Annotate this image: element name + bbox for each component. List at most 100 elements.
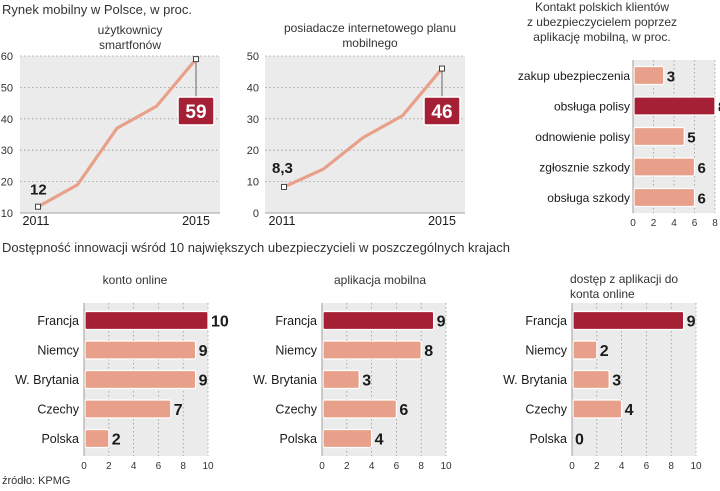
online-value-label: 10: [211, 314, 229, 331]
online-x-tick-label: 10: [202, 461, 214, 472]
internet-title-line-2: mobilnego: [342, 36, 398, 50]
app-chart-title: aplikacja mobilna: [315, 273, 445, 288]
online-value-label: 9: [199, 373, 208, 390]
internet-y-tick-label: 10: [247, 177, 259, 189]
contact-value-label: 8: [718, 99, 720, 116]
online-category-label: Czechy: [37, 403, 79, 417]
app-value-label: 6: [399, 402, 408, 419]
internet-x-tick-label: 2015: [428, 214, 456, 228]
contact-x-tick-label: 8: [712, 218, 718, 229]
access-value-label: 0: [575, 432, 584, 449]
app-bar: [322, 340, 422, 360]
online-x-tick-label: 2: [106, 461, 112, 472]
online-category-label: Francja: [37, 314, 79, 328]
contact-category-label: zakup ubezpieczenia: [518, 69, 630, 83]
online-value-label: 2: [112, 432, 121, 449]
smartphone-x-tick-label: 2011: [23, 214, 50, 228]
access-category-label: Czechy: [525, 403, 567, 417]
access-bar: [572, 310, 685, 331]
app-category-label: Francja: [275, 314, 317, 328]
contact-bar: [633, 96, 716, 116]
internet-series-line: [283, 67, 444, 189]
online-bar: [84, 310, 209, 331]
online-bar: [84, 369, 197, 390]
access-bar: [572, 399, 623, 419]
contact-category-label: obsługa szkody: [547, 191, 630, 205]
smartphone-y-tick-label: 40: [1, 114, 13, 126]
contact-bar: [633, 126, 685, 147]
internet-start-label: 8,3: [272, 160, 293, 177]
contact-title-line-2: z ubezpieczycielem poprzez: [526, 15, 678, 29]
online-x-tick-label: 8: [180, 461, 186, 472]
access-category-label: W. Brytania: [503, 373, 567, 387]
online-chart-title: konto online: [80, 273, 190, 288]
contact-title-line-1: Kontakt polskich klientów: [534, 0, 670, 14]
smartphone-chart-title: użytkownicy smartfonów: [40, 23, 220, 53]
contact-bar: [633, 157, 696, 177]
contact-x-tick-label: 2: [651, 218, 657, 229]
contact-value-label: 5: [687, 130, 695, 147]
contact-value-label: 6: [698, 191, 706, 208]
smartphone-end-label: 59: [185, 102, 206, 123]
contact-value-label: 3: [667, 69, 675, 86]
smartphone-callout-box: [177, 96, 215, 126]
contact-bar: [633, 187, 696, 208]
online-category-label: Polska: [41, 432, 79, 446]
contact-x-tick-label: 4: [671, 218, 677, 229]
online-x-tick-label: 6: [156, 461, 162, 472]
online-bar: [84, 399, 172, 419]
app-value-label: 3: [362, 373, 371, 390]
app-x-tick-label: 10: [440, 461, 452, 472]
online-value-label: 7: [174, 402, 183, 419]
online-x-tick-label: 4: [131, 461, 137, 472]
app-value-label: 8: [424, 343, 433, 360]
access-category-label: Francja: [525, 314, 567, 328]
internet-end-label: 46: [431, 102, 452, 123]
smartphone-y-tick-label: 20: [1, 177, 13, 189]
app-value-label: 4: [375, 432, 384, 449]
smartphone-end-marker: [193, 56, 199, 63]
contact-x-tick-label: 6: [692, 218, 698, 229]
contact-value-label: 6: [698, 160, 706, 177]
source-note: źródło: KPMG: [2, 475, 71, 487]
online-bar: [84, 340, 197, 360]
smartphone-series-line: [37, 58, 198, 209]
internet-y-tick-label: 30: [247, 114, 259, 126]
access-x-tick-label: 10: [690, 461, 702, 472]
access-x-tick-label: 4: [619, 461, 625, 472]
lower-section-title: Dostępność innowacji wśród 10 największy…: [2, 240, 510, 255]
access-title-line-2: konta online: [570, 287, 635, 301]
app-bar: [322, 428, 373, 449]
online-value-label: 9: [199, 343, 208, 360]
internet-title-line-1: posiadacze internetowego planu: [283, 21, 457, 35]
online-title-line-1: konto online: [102, 273, 168, 287]
access-x-tick-label: 2: [594, 461, 600, 472]
online-bar: [84, 428, 110, 449]
contact-category-label: odnowienie polisy: [535, 130, 630, 144]
internet-y-tick-label: 20: [247, 145, 259, 157]
app-bar: [322, 310, 435, 331]
online-category-label: W. Brytania: [15, 373, 79, 387]
contact-bar: [633, 65, 665, 86]
internet-y-tick-label: 50: [247, 51, 259, 63]
contact-category-label: obsługa polisy: [554, 100, 630, 114]
internet-y-tick-label: 40: [247, 82, 259, 94]
app-category-label: Polska: [279, 432, 317, 446]
app-bar: [322, 399, 398, 419]
smartphone-start-label: 12: [30, 182, 47, 199]
access-chart-title: dostęp z aplikacji do konta online: [570, 272, 720, 302]
access-bar: [572, 340, 598, 360]
access-x-tick-label: 6: [644, 461, 650, 472]
app-value-label: 9: [437, 314, 446, 331]
smartphone-y-tick-label: 30: [1, 145, 13, 157]
app-x-tick-label: 8: [418, 461, 424, 472]
contact-title-line-3: aplikację mobilną, w proc.: [533, 30, 671, 44]
app-bar: [322, 369, 360, 390]
internet-x-tick-label: 2011: [269, 214, 296, 228]
app-category-label: Czechy: [275, 403, 317, 417]
internet-callout-box: [423, 96, 461, 126]
online-x-tick-label: 0: [81, 461, 87, 472]
internet-y-tick-label: 0: [253, 208, 259, 220]
app-x-tick-label: 2: [344, 461, 350, 472]
